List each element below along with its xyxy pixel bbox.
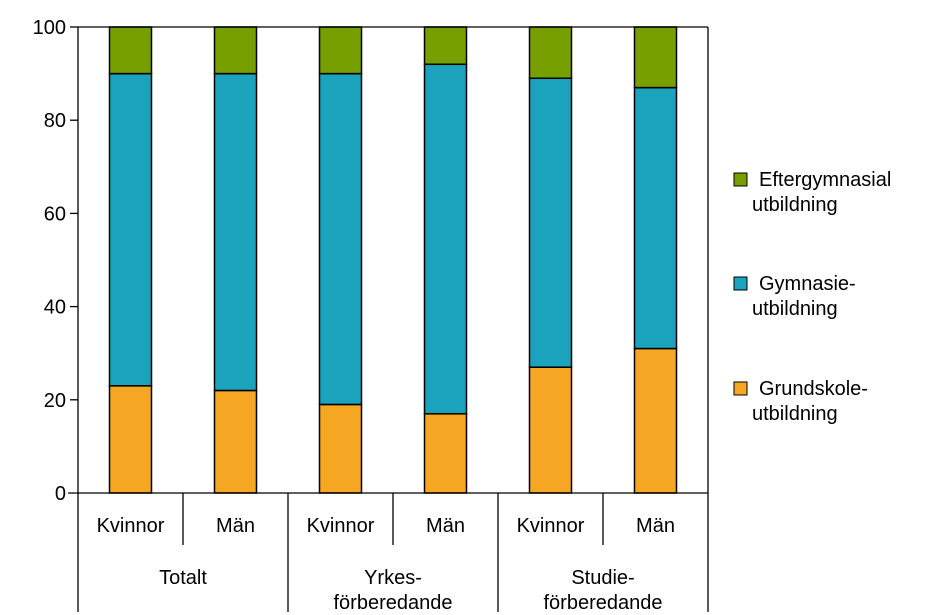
bar-segment-4-3 — [423, 26, 468, 66]
y-tick-label-0: 0 — [55, 483, 66, 505]
legend-label-2-line-1: Gymnasie- — [759, 273, 856, 295]
category-label-3: Kvinnor — [307, 515, 375, 537]
bar-segment-6-3 — [633, 26, 678, 89]
bar-segment-3-2 — [318, 72, 363, 406]
bar-segment-4-1 — [423, 413, 468, 494]
bar-segment-6-1 — [633, 347, 678, 494]
legend: Eftergymnasial utbildning Gymnasie-utbildn… — [733, 169, 891, 425]
bar-segment-3-1 — [318, 403, 363, 494]
bar-segment-1-1 — [108, 385, 153, 494]
group-label-1-line-1: Totalt — [159, 567, 207, 589]
bar-segment-2-1 — [213, 389, 258, 494]
legend-label-1-line-2: utbildning — [752, 194, 838, 216]
y-tick-label-3: 60 — [44, 203, 66, 225]
bar-segment-5-3 — [528, 26, 573, 80]
legend-label-2-line-2: utbildning — [752, 298, 838, 320]
group-label-3-line-1: Studie- — [571, 567, 634, 589]
category-label-4: Män — [426, 515, 465, 537]
bar-segment-3-3 — [318, 26, 363, 75]
legend-swatch-3 — [733, 381, 748, 396]
axes-layer — [68, 26, 709, 612]
bar-segment-4-2 — [423, 63, 468, 415]
bar-segment-2-2 — [213, 72, 258, 392]
y-axis-ticks: 0 20 40 60 80 100 — [33, 17, 78, 505]
y-tick-label-4: 80 — [44, 110, 66, 132]
y-tick-label-2: 40 — [44, 297, 66, 319]
category-label-6: Män — [636, 515, 675, 537]
bars-layer — [108, 26, 678, 494]
legend-label-3-line-1: Grundskole- — [759, 378, 868, 400]
bar-segment-2-3 — [213, 26, 258, 75]
category-label-5: Kvinnor — [517, 515, 585, 537]
legend-swatch-2 — [733, 276, 748, 291]
legend-label-1-line-1: Eftergymnasial — [759, 169, 891, 191]
bar-segment-6-2 — [633, 86, 678, 350]
category-label-2: Män — [216, 515, 255, 537]
group-label-2-line-2: förberedande — [334, 592, 453, 614]
bar-segment-1-2 — [108, 72, 153, 387]
group-label-2-line-1: Yrkes- — [364, 567, 422, 589]
bar-segment-1-3 — [108, 26, 153, 75]
y-tick-label-5: 100 — [33, 17, 66, 39]
group-label-3-line-2: förberedande — [544, 592, 663, 614]
bar-segment-5-2 — [528, 77, 573, 368]
x-axis-categories: Kvinnor Män Kvinnor Män Kvinnor Män Totalt Yrke… — [97, 515, 675, 614]
legend-swatch-1 — [733, 172, 748, 187]
category-label-1: Kvinnor — [97, 515, 165, 537]
bar-segment-5-1 — [528, 366, 573, 494]
legend-label-3-line-2: utbildning — [752, 403, 838, 425]
y-tick-label-1: 20 — [44, 390, 66, 412]
